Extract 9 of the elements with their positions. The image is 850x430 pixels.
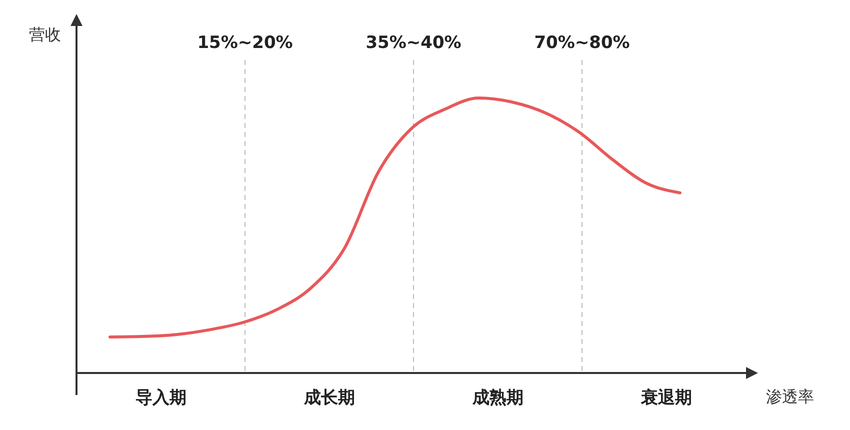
text: 导入期 [135, 388, 186, 408]
text: 35%~40% [366, 33, 462, 53]
text: 衰退期 [640, 388, 692, 408]
text: 70%~80% [534, 33, 630, 53]
text: 成熟期 [471, 388, 524, 408]
x-axis-title: 渗透率 [766, 387, 814, 406]
y-axis-title: 营收 [29, 25, 61, 44]
text: 15%~20% [197, 33, 293, 53]
text: 成长期 [302, 388, 355, 408]
